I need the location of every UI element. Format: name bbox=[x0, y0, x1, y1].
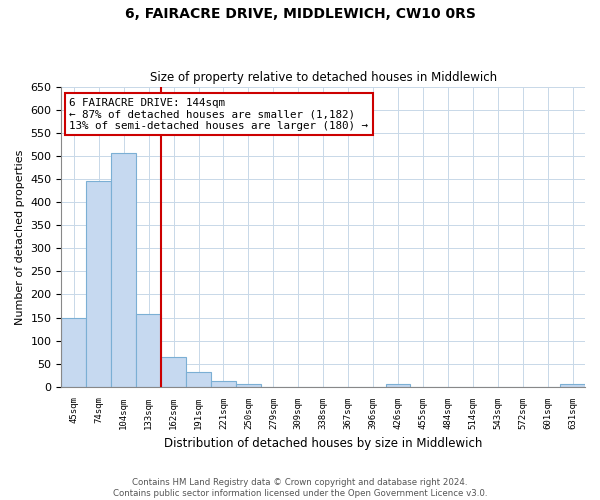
Bar bbox=[161, 356, 186, 386]
Text: 6 FAIRACRE DRIVE: 144sqm
← 87% of detached houses are smaller (1,182)
13% of sem: 6 FAIRACRE DRIVE: 144sqm ← 87% of detach… bbox=[69, 98, 368, 130]
Text: 6, FAIRACRE DRIVE, MIDDLEWICH, CW10 0RS: 6, FAIRACRE DRIVE, MIDDLEWICH, CW10 0RS bbox=[125, 8, 475, 22]
X-axis label: Distribution of detached houses by size in Middlewich: Distribution of detached houses by size … bbox=[164, 437, 482, 450]
Bar bbox=[186, 372, 211, 386]
Y-axis label: Number of detached properties: Number of detached properties bbox=[15, 149, 25, 324]
Bar bbox=[236, 384, 261, 386]
Text: Contains HM Land Registry data © Crown copyright and database right 2024.
Contai: Contains HM Land Registry data © Crown c… bbox=[113, 478, 487, 498]
Bar bbox=[211, 381, 236, 386]
Bar bbox=[136, 314, 161, 386]
Title: Size of property relative to detached houses in Middlewich: Size of property relative to detached ho… bbox=[149, 72, 497, 85]
Bar bbox=[61, 318, 86, 386]
Bar bbox=[111, 153, 136, 386]
Bar bbox=[86, 180, 111, 386]
Bar bbox=[560, 384, 585, 386]
Bar bbox=[386, 384, 410, 386]
